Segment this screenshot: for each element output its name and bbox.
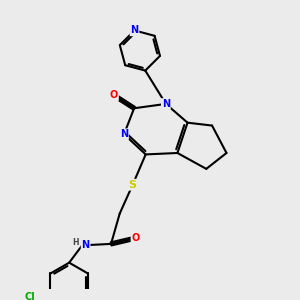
Text: O: O: [110, 90, 118, 100]
Text: N: N: [162, 99, 170, 109]
Text: Cl: Cl: [25, 292, 36, 300]
Text: S: S: [129, 180, 137, 190]
Text: N: N: [120, 129, 128, 139]
Text: N: N: [82, 240, 90, 250]
Text: N: N: [130, 26, 139, 35]
Text: O: O: [131, 233, 140, 243]
Text: H: H: [73, 238, 79, 247]
